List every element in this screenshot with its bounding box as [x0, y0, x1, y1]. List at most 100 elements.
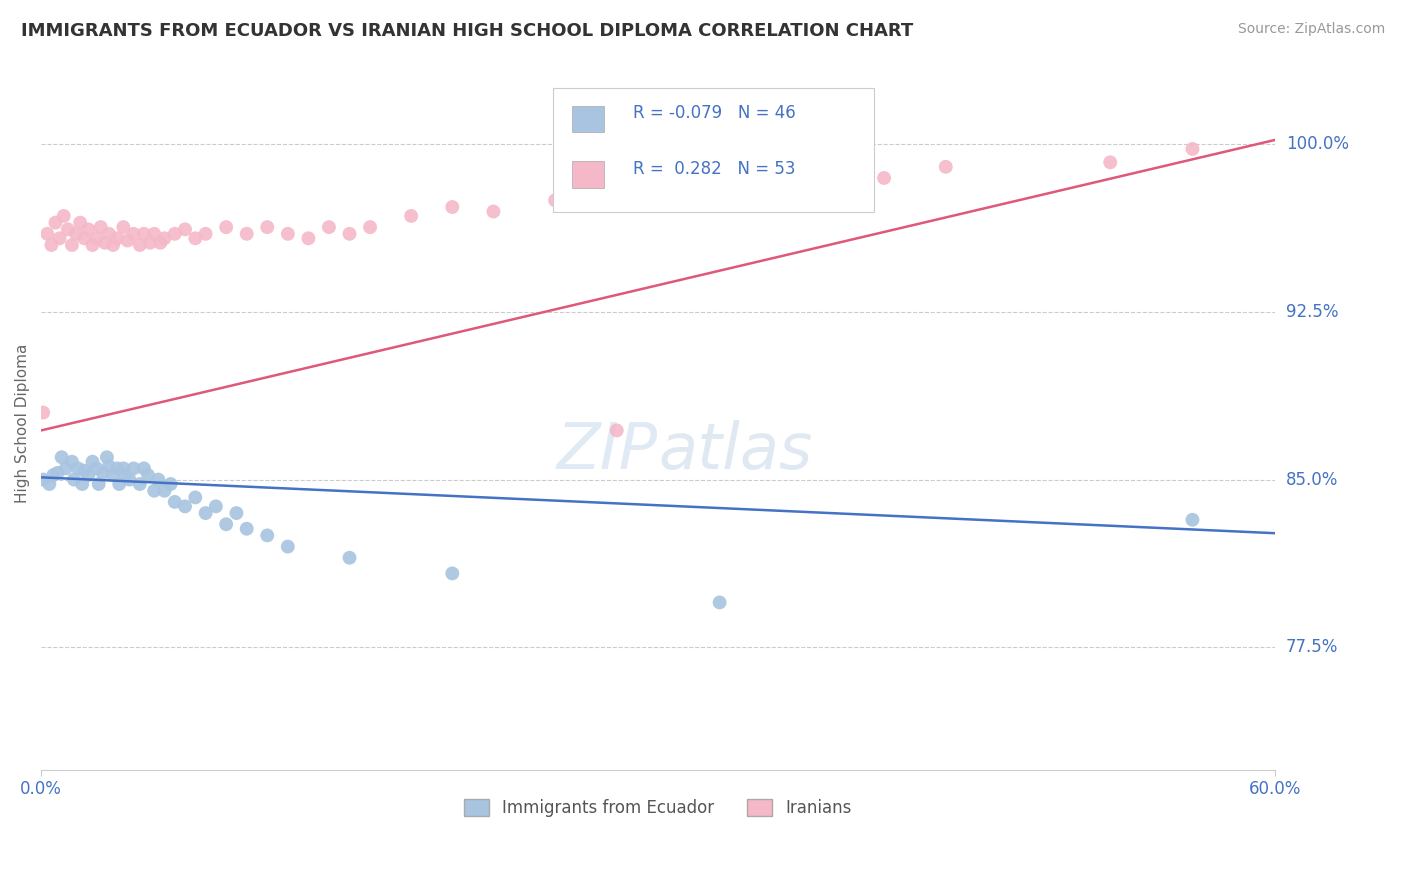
Point: [63, 473, 86, 487]
Point: [709, 595, 731, 609]
Text: IMMIGRANTS FROM ECUADOR VS IRANIAN HIGH SCHOOL DIPLOMA CORRELATION CHART: IMMIGRANTS FROM ECUADOR VS IRANIAN HIGH …: [21, 22, 914, 40]
Point: [86, 461, 108, 475]
Point: [112, 220, 135, 235]
Point: [101, 238, 124, 252]
Point: [339, 550, 361, 565]
Point: [51, 450, 73, 465]
Point: [184, 491, 207, 505]
Point: [128, 477, 150, 491]
Point: [90, 220, 112, 235]
Point: [132, 461, 155, 475]
Point: [69, 216, 91, 230]
Point: [277, 227, 299, 241]
Text: R = -0.079   N = 46: R = -0.079 N = 46: [633, 104, 796, 122]
Point: [225, 506, 247, 520]
Point: [143, 227, 166, 241]
Point: [482, 204, 505, 219]
Point: [256, 528, 278, 542]
Point: [73, 464, 96, 478]
Point: [339, 227, 361, 241]
Point: [544, 194, 567, 208]
Point: [441, 200, 464, 214]
Point: [32, 473, 55, 487]
Point: [163, 227, 186, 241]
Point: [749, 182, 772, 196]
Point: [44, 216, 66, 230]
Point: [101, 468, 124, 483]
Point: [688, 194, 710, 208]
Point: [153, 483, 176, 498]
Point: [60, 238, 83, 252]
Point: [122, 461, 145, 475]
Point: [97, 459, 120, 474]
Text: Source: ZipAtlas.com: Source: ZipAtlas.com: [1237, 22, 1385, 37]
Point: [359, 220, 381, 235]
Point: [77, 222, 100, 236]
Point: [86, 231, 108, 245]
Point: [163, 495, 186, 509]
Point: [873, 171, 896, 186]
Point: [811, 171, 834, 186]
Point: [77, 468, 100, 483]
Point: [105, 231, 128, 245]
Point: [38, 477, 60, 491]
Point: [153, 231, 176, 245]
Point: [136, 468, 159, 483]
Point: [114, 468, 136, 483]
Point: [174, 222, 197, 236]
Text: ZIP: ZIP: [557, 420, 658, 483]
Point: [194, 227, 217, 241]
Point: [117, 234, 139, 248]
Text: R =  0.282   N = 53: R = 0.282 N = 53: [633, 160, 796, 178]
Point: [149, 235, 172, 250]
Point: [235, 522, 257, 536]
Point: [87, 477, 110, 491]
Point: [235, 227, 257, 241]
Point: [37, 227, 59, 241]
Text: atlas: atlas: [658, 420, 813, 483]
Point: [215, 517, 238, 532]
Point: [73, 231, 96, 245]
Text: 85.0%: 85.0%: [1286, 471, 1339, 489]
Point: [143, 483, 166, 498]
Point: [82, 455, 104, 469]
FancyBboxPatch shape: [553, 87, 873, 212]
FancyBboxPatch shape: [572, 161, 605, 187]
Point: [112, 461, 135, 475]
Point: [318, 220, 340, 235]
Point: [606, 424, 628, 438]
FancyBboxPatch shape: [572, 106, 605, 132]
Text: 92.5%: 92.5%: [1286, 303, 1339, 321]
Point: [70, 477, 93, 491]
Point: [94, 235, 117, 250]
Point: [139, 235, 162, 250]
Point: [105, 461, 128, 475]
Point: [108, 477, 131, 491]
Point: [128, 238, 150, 252]
Point: [48, 231, 70, 245]
Point: [118, 473, 141, 487]
Point: [399, 209, 422, 223]
Legend: Immigrants from Ecuador, Iranians: Immigrants from Ecuador, Iranians: [457, 792, 859, 824]
Point: [1181, 142, 1204, 156]
Text: 77.5%: 77.5%: [1286, 638, 1339, 657]
Y-axis label: High School Diploma: High School Diploma: [15, 344, 30, 503]
Point: [297, 231, 319, 245]
Point: [52, 209, 75, 223]
Point: [174, 500, 197, 514]
Point: [97, 227, 120, 241]
Point: [132, 227, 155, 241]
Point: [82, 238, 104, 252]
Point: [159, 477, 181, 491]
Point: [60, 455, 83, 469]
Point: [67, 461, 90, 475]
Point: [55, 461, 77, 475]
Point: [91, 466, 114, 480]
Point: [256, 220, 278, 235]
Point: [42, 468, 65, 483]
Point: [148, 473, 170, 487]
Point: [205, 500, 228, 514]
Point: [194, 506, 217, 520]
Point: [215, 220, 238, 235]
Point: [122, 227, 145, 241]
